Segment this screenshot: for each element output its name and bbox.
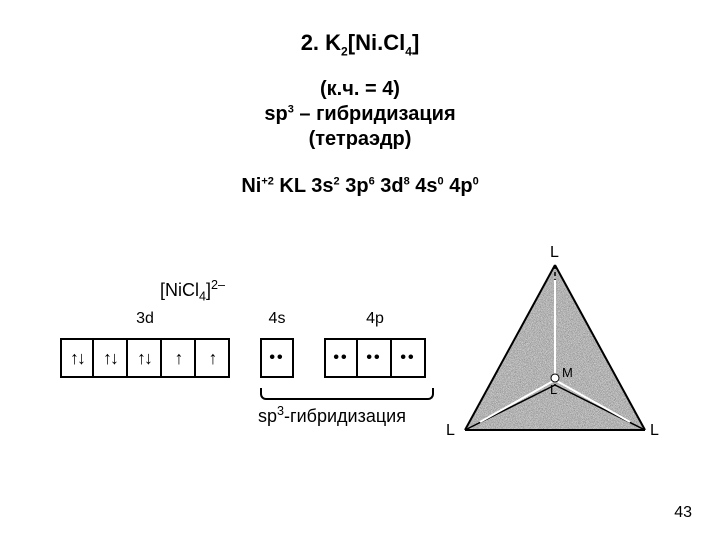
complex-label: [NiCl4]2– bbox=[160, 278, 225, 304]
d-box: ↑ bbox=[196, 338, 230, 378]
cfg-fp: 4p bbox=[444, 175, 473, 197]
title-mid: [Ni.Cl bbox=[348, 30, 405, 55]
config-line: Ni+2 KL 3s2 3p6 3d8 4s0 4p0 bbox=[0, 175, 720, 198]
title-sub1: 2 bbox=[341, 44, 348, 58]
group-4s: 4s •• bbox=[260, 310, 294, 378]
group-4p: 4p •• •• •• bbox=[324, 310, 426, 378]
hybrid-line: sp3 – гибридизация bbox=[0, 103, 720, 126]
cfg-fpsup: 0 bbox=[473, 175, 479, 187]
hybrid-sp: sp bbox=[264, 103, 287, 125]
tetra-svg bbox=[450, 250, 660, 470]
group-3d: 3d ↑↓ ↑↓ ↑↓ ↑ ↑ bbox=[60, 310, 230, 378]
label-3d: 3d bbox=[136, 310, 154, 328]
s-box: •• bbox=[260, 338, 294, 378]
tetra-L-top: L bbox=[550, 244, 559, 262]
title-suffix: ] bbox=[412, 30, 419, 55]
boxes-4p: •• •• •• bbox=[324, 338, 426, 378]
complex-open: [NiCl bbox=[160, 280, 199, 300]
brace-sp: sp bbox=[258, 406, 277, 426]
orbital-diagram: 3d ↑↓ ↑↓ ↑↓ ↑ ↑ 4s •• 4p •• • bbox=[60, 310, 426, 378]
brace-sup: 3 bbox=[277, 404, 284, 418]
title-prefix: 2. K bbox=[301, 30, 341, 55]
page: 2. K2[Ni.Cl4] (к.ч. = 4) sp3 – гибридиза… bbox=[0, 0, 720, 540]
d-box: ↑↓ bbox=[128, 338, 162, 378]
page-number: 43 bbox=[674, 504, 692, 522]
tetra-L-back: L bbox=[550, 382, 557, 397]
tetra-L-left: L bbox=[446, 422, 455, 440]
boxes-4s: •• bbox=[260, 338, 294, 378]
d-box: ↑↓ bbox=[60, 338, 94, 378]
d-box: ↑ bbox=[162, 338, 196, 378]
title: 2. K2[Ni.Cl4] bbox=[0, 30, 720, 58]
cfg-fs: 4s bbox=[410, 175, 438, 197]
tetra-M: M bbox=[562, 365, 573, 380]
complex-sub: 4 bbox=[199, 290, 206, 304]
p-box: •• bbox=[392, 338, 426, 378]
p-box: •• bbox=[358, 338, 392, 378]
complex-charge: 2– bbox=[211, 278, 225, 292]
hybrid-rest: – гибридизация bbox=[294, 103, 456, 125]
shape-line: (тетраэдр) bbox=[0, 128, 720, 151]
cfg-p: 3p bbox=[340, 175, 369, 197]
cfg-nisup: +2 bbox=[261, 175, 274, 187]
brace-rest: -гибридизация bbox=[284, 406, 406, 426]
cfg-d: 3d bbox=[375, 175, 404, 197]
tetra-L-right: L bbox=[650, 422, 659, 440]
kc-line: (к.ч. = 4) bbox=[0, 78, 720, 101]
cfg-kl: KL 3s bbox=[274, 175, 334, 197]
tetrahedron: L L L L M bbox=[450, 250, 660, 470]
boxes-3d: ↑↓ ↑↓ ↑↓ ↑ ↑ bbox=[60, 338, 230, 378]
brace-label: sp3-гибридизация bbox=[258, 404, 406, 427]
orbital-row: 3d ↑↓ ↑↓ ↑↓ ↑ ↑ 4s •• 4p •• • bbox=[60, 310, 426, 378]
cfg-ni: Ni bbox=[241, 175, 261, 197]
d-box: ↑↓ bbox=[94, 338, 128, 378]
p-box: •• bbox=[324, 338, 358, 378]
label-4s: 4s bbox=[269, 310, 286, 328]
hybrid-brace bbox=[260, 388, 434, 400]
title-sub2: 4 bbox=[405, 44, 412, 58]
label-4p: 4p bbox=[366, 310, 384, 328]
